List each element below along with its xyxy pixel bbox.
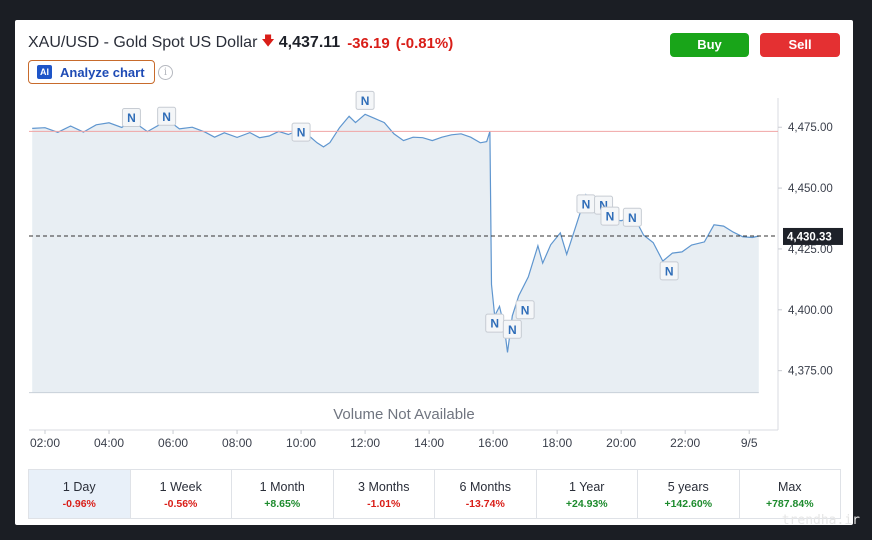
news-marker-icon[interactable]: N [355,90,375,110]
news-marker-glyph: N [606,210,615,224]
y-tick-label: 4,475.00 [788,122,833,134]
instrument-header: XAU/USD - Gold Spot US Dollar 🡇 4,437.11… [28,32,453,54]
period-tab-change: +24.93% [565,498,608,510]
y-tick-label: 4,425.00 [788,244,833,256]
period-tab[interactable]: 1 Day -0.96% [29,470,131,518]
news-marker-icon[interactable]: N [291,122,311,142]
news-marker-box [157,106,177,126]
news-marker-box [121,107,141,127]
news-marker-icon[interactable]: N [659,261,679,281]
news-marker-glyph: N [665,264,674,278]
price-chart[interactable]: Investing.com4,475.004,450.004,425.004,4… [15,20,853,465]
x-tick-label: 04:00 [94,436,124,450]
period-tab-label: Max [777,480,802,494]
x-tick-label: 02:00 [30,436,60,450]
news-marker-glyph: N [508,323,517,337]
news-marker-icon[interactable]: N [502,319,522,339]
period-tab-label: 1 Week [159,480,202,494]
chart-card: XAU/USD - Gold Spot US Dollar 🡇 4,437.11… [15,20,853,525]
x-tick-label: 10:00 [286,436,316,450]
x-tick-label: 08:00 [222,436,252,450]
news-marker-box [515,300,535,320]
site-watermark: trendha.ir [781,513,860,528]
period-tab-label: 3 Months [358,480,410,494]
x-tick-label: 12:00 [350,436,380,450]
news-marker-glyph: N [127,111,136,125]
y-tick-label: 4,400.00 [788,305,833,317]
buy-button[interactable]: Buy [670,33,749,57]
price-change-percent: (-0.81%) [395,34,454,52]
period-tab[interactable]: 6 Months -13.74% [435,470,537,518]
news-marker-box [600,206,620,226]
period-tabs: 1 Day -0.96% 1 Week -0.56% 1 Month +8.65% 3 Mo… [28,469,841,519]
x-tick-label: 18:00 [542,436,572,450]
sell-button[interactable]: Sell [760,33,840,57]
period-tab[interactable]: 3 Months -1.01% [334,470,435,518]
period-tab-change: -0.56% [164,498,198,510]
instrument-title: XAU/USD - Gold Spot US Dollar [28,34,258,51]
info-icon[interactable]: i [158,65,173,80]
down-arrow-icon: 🡇 [261,33,275,48]
x-tick-label: 9/5 [741,436,758,450]
x-tick-label: 06:00 [158,436,188,450]
period-tab-label: 1 Year [569,480,605,494]
news-marker-box [355,90,375,110]
last-price: 4,437.11 [278,34,341,51]
news-marker-glyph: N [521,303,530,317]
news-marker-box [291,122,311,142]
news-marker-icon[interactable]: N [600,206,620,226]
x-tick-label: 20:00 [606,436,636,450]
news-marker-glyph: N [599,199,608,213]
news-marker-box [502,319,522,339]
period-tab-change: -1.01% [367,498,401,510]
news-marker-icon[interactable]: N [622,207,642,227]
news-marker-glyph: N [628,211,637,225]
news-marker-glyph: N [162,110,171,124]
news-marker-glyph: N [582,197,591,211]
price-change: -36.19 [347,34,390,52]
news-marker-glyph: N [297,126,306,140]
news-marker-icon[interactable]: N [576,194,596,214]
current-price-value: 4,430.33 [787,231,832,243]
analyze-chart-button[interactable]: AI Analyze chart [28,60,155,84]
news-marker-icon[interactable]: N [121,107,141,127]
period-tab-label: 1 Day [62,480,96,494]
period-tab[interactable]: Max +787.84% [740,470,841,518]
period-tab-change: -13.74% [465,498,505,510]
x-tick-label: 22:00 [670,436,700,450]
news-marker-box [659,261,679,281]
x-tick-label: 16:00 [478,436,508,450]
analyze-chart-label: Analyze chart [60,64,145,80]
volume-not-available-label: Volume Not Available [333,406,474,423]
period-tab[interactable]: 1 Week -0.56% [131,470,232,518]
period-tab-change: +142.60% [664,498,713,510]
news-marker-box [622,207,642,227]
news-marker-icon[interactable]: N [485,313,505,333]
period-tab[interactable]: 1 Year +24.93% [537,470,638,518]
period-tab-change: -0.96% [62,498,96,510]
y-tick-label: 4,450.00 [788,183,833,195]
current-price-tag [783,227,843,245]
period-tab-label: 1 Month [259,480,305,494]
news-marker-icon[interactable]: N [515,300,535,320]
news-marker-icon[interactable]: N [157,106,177,126]
news-marker-glyph: N [490,317,499,331]
ai-badge-icon: AI [37,65,52,79]
period-tab[interactable]: 1 Month +8.65% [232,470,334,518]
y-tick-label: 4,375.00 [788,366,833,378]
period-tab-change: +787.84% [765,498,814,510]
period-tab-change: +8.65% [264,498,301,510]
period-tab-label: 5 years [667,480,709,494]
news-marker-glyph: N [361,94,370,108]
price-area [32,114,759,393]
period-tab[interactable]: 5 years +142.60% [638,470,740,518]
x-tick-label: 14:00 [414,436,444,450]
period-tab-label: 6 Months [459,480,511,494]
